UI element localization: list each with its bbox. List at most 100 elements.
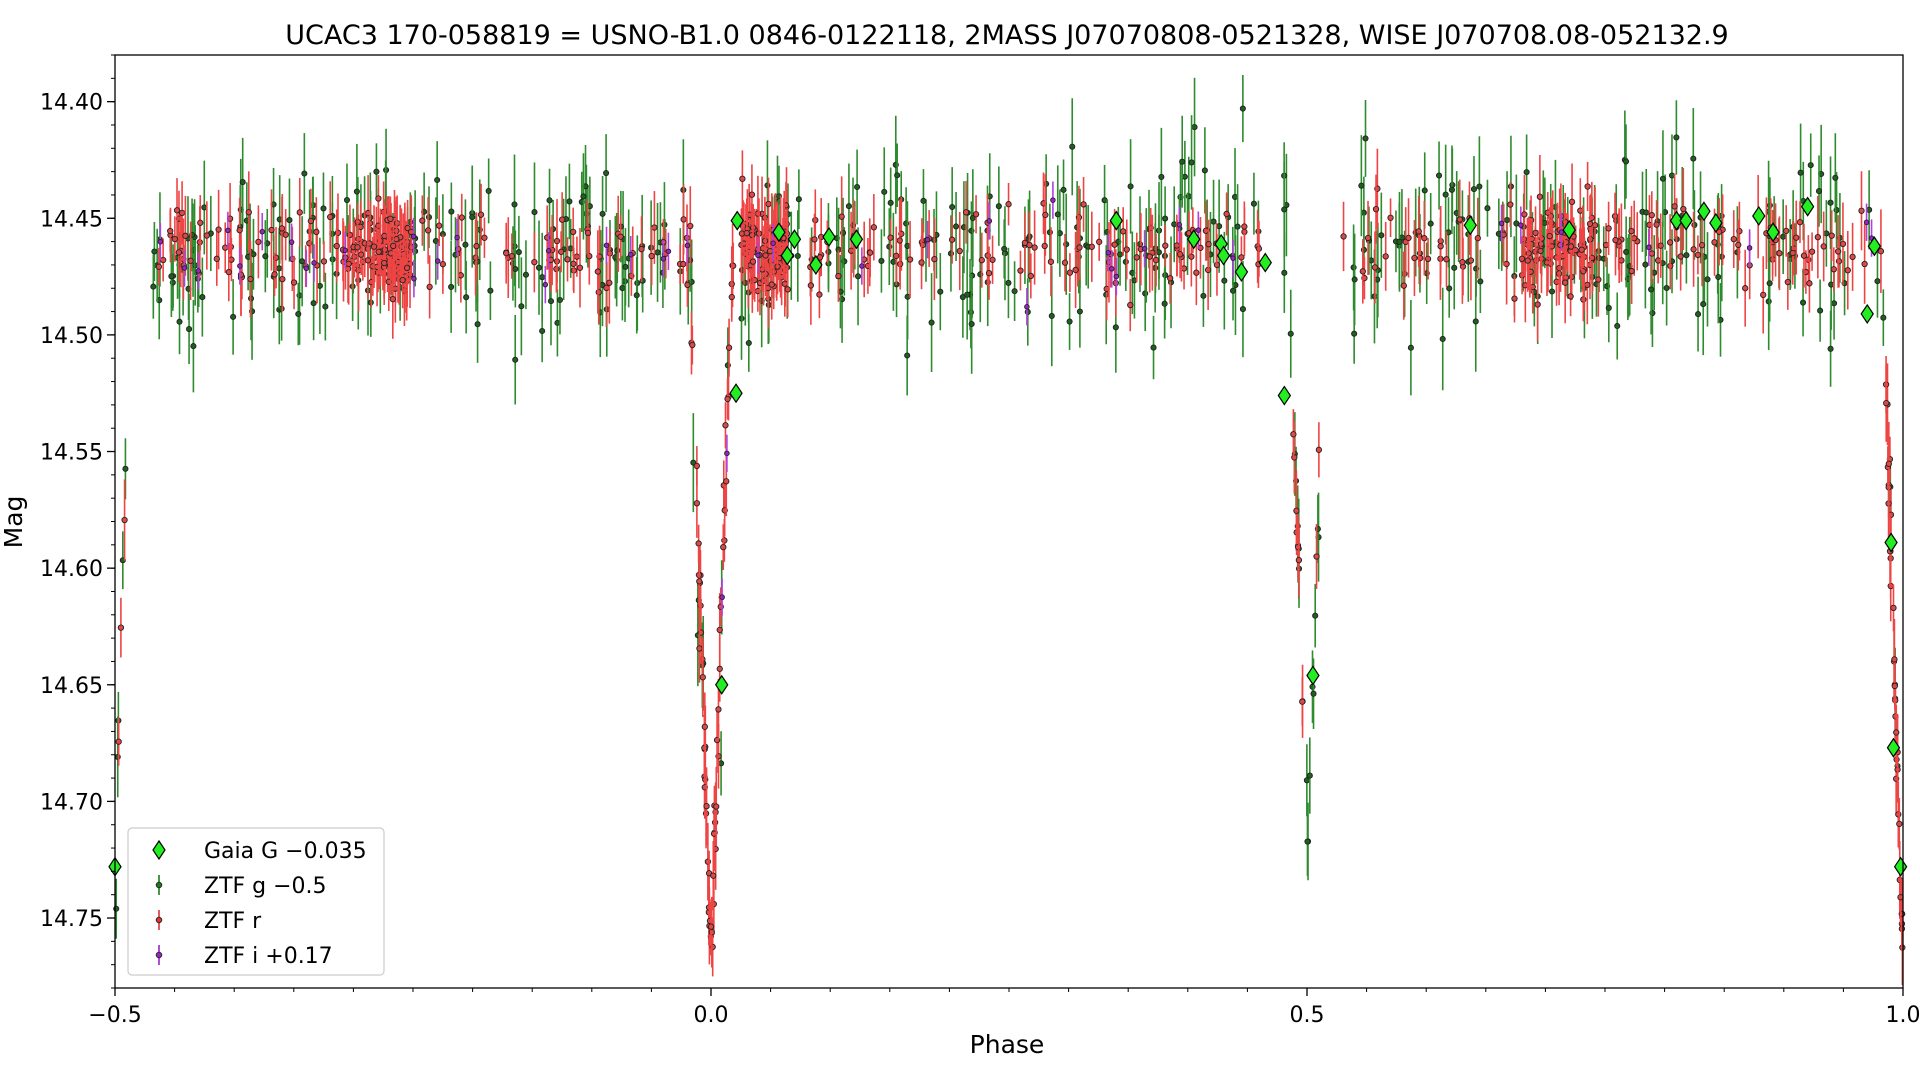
ztf-g-point	[599, 210, 606, 217]
gaia-g-point	[1109, 210, 1124, 231]
ztf-r-point	[1467, 257, 1475, 264]
ztf-r-point	[739, 175, 746, 182]
ztf-r-point	[1474, 235, 1481, 242]
ztf-r-point	[121, 516, 128, 524]
ztf-r-point	[225, 268, 232, 276]
ztf-r-point	[1295, 556, 1303, 564]
ztf-r-point	[1808, 248, 1816, 255]
ztf-g-point	[1476, 183, 1483, 190]
ztf-r-point	[457, 272, 465, 279]
ztf-g-point	[1523, 169, 1530, 176]
ztf-r-point	[1503, 260, 1510, 268]
y-tick-label: 14.55	[40, 441, 103, 466]
ztf-g-point	[964, 291, 971, 298]
ztf-r-point	[1027, 272, 1034, 280]
ztf-g-point	[619, 285, 626, 292]
ztf-g-point	[463, 294, 470, 301]
ztf-r-point	[699, 674, 706, 681]
ztf-r-point	[762, 252, 769, 259]
ztf-r-point	[617, 233, 624, 240]
ztf-r-point	[1891, 682, 1898, 690]
ztf-r-point	[278, 225, 286, 232]
ztf-g-point	[1827, 199, 1834, 206]
ztf-r-point	[701, 723, 708, 730]
ztf-r-point	[1042, 211, 1049, 219]
ztf-g-point	[1304, 838, 1311, 845]
ztf-r-point	[1202, 227, 1210, 234]
ztf-r-point	[1789, 249, 1796, 257]
x-tick-label: −0.5	[88, 1003, 141, 1028]
ztf-g-point	[1827, 345, 1834, 352]
ztf-r-point	[236, 227, 243, 234]
ztf-r-point	[867, 249, 874, 256]
ztf-r-point	[178, 209, 186, 217]
ztf-r-point	[570, 228, 577, 236]
ztf-r-point	[1895, 811, 1902, 818]
ztf-r-point	[1371, 264, 1379, 271]
ztf-g-point	[1691, 221, 1698, 228]
ztf-r-point	[403, 264, 411, 272]
ztf-r-point	[1694, 251, 1702, 259]
gaia-g-point	[1867, 236, 1882, 257]
ztf-i-point	[342, 247, 348, 254]
ztf-r-point	[1123, 246, 1130, 253]
ztf-r-point	[1359, 268, 1366, 275]
ztf-r-point	[715, 706, 722, 713]
ztf-r-point	[680, 216, 687, 223]
legend-label: Gaia G −0.035	[204, 839, 367, 864]
ztf-g-point	[622, 263, 629, 270]
ztf-r-point	[1618, 257, 1625, 264]
ztf-g-point	[795, 196, 802, 203]
ztf-g-point	[353, 188, 360, 195]
ztf-i-point	[1176, 221, 1183, 228]
gaia-g-point	[1709, 212, 1723, 234]
ztf-r-point	[1784, 278, 1791, 286]
ztf-g-point	[1828, 281, 1835, 288]
ztf-r-point	[584, 229, 592, 237]
ztf-i-point	[660, 255, 667, 262]
ztf-g-point	[1797, 169, 1804, 176]
y-axis-title: Mag	[0, 496, 28, 549]
ztf-g-point	[539, 274, 546, 281]
ztf-i-point	[859, 263, 865, 269]
ztf-g-point	[1807, 162, 1814, 169]
ztf-g-point	[1312, 612, 1319, 619]
ztf-r-point	[695, 540, 702, 547]
ztf-r-point	[473, 242, 480, 250]
ztf-i-point	[259, 228, 265, 235]
ztf-i-point	[434, 258, 441, 264]
ztf-g-point	[1427, 220, 1434, 227]
ztf-r-point	[1584, 183, 1591, 190]
ztf-i-point	[225, 227, 231, 234]
ztf-i-point	[1230, 255, 1236, 261]
ztf-g-point	[539, 327, 546, 335]
ztf-r-point	[203, 232, 210, 239]
y-tick-label: 14.60	[40, 557, 103, 582]
ztf-r-point	[1537, 247, 1544, 255]
gaia-g-point	[1697, 201, 1711, 222]
ztf-g-point	[968, 320, 975, 328]
ztf-g-point	[485, 187, 492, 194]
ztf-i-point	[311, 260, 317, 266]
ztf-r-point	[1648, 211, 1655, 219]
ztf-r-point	[1814, 234, 1821, 241]
ztf-r-point	[1671, 203, 1678, 210]
ztf-r-point	[1162, 242, 1169, 249]
ztf-r-point	[887, 234, 894, 241]
ztf-g-point	[1648, 286, 1655, 293]
ztf-i-point	[986, 218, 993, 224]
ztf-r-point	[455, 245, 462, 253]
ztf-r-point	[1294, 543, 1302, 551]
gaia-g-point	[729, 383, 743, 404]
ztf-r-point	[247, 275, 254, 283]
ztf-i-point	[1498, 220, 1505, 227]
ztf-g-point	[1239, 306, 1246, 313]
ztf-i-point	[1746, 245, 1753, 251]
ztf-r-point	[989, 256, 996, 263]
ztf-g-point	[890, 258, 897, 265]
ztf-g-point	[1066, 318, 1073, 325]
ztf-g-point	[854, 183, 861, 191]
ztf-g-point	[1407, 344, 1414, 351]
ztf-i-point	[755, 252, 761, 259]
ztf-r-point	[1557, 241, 1564, 249]
